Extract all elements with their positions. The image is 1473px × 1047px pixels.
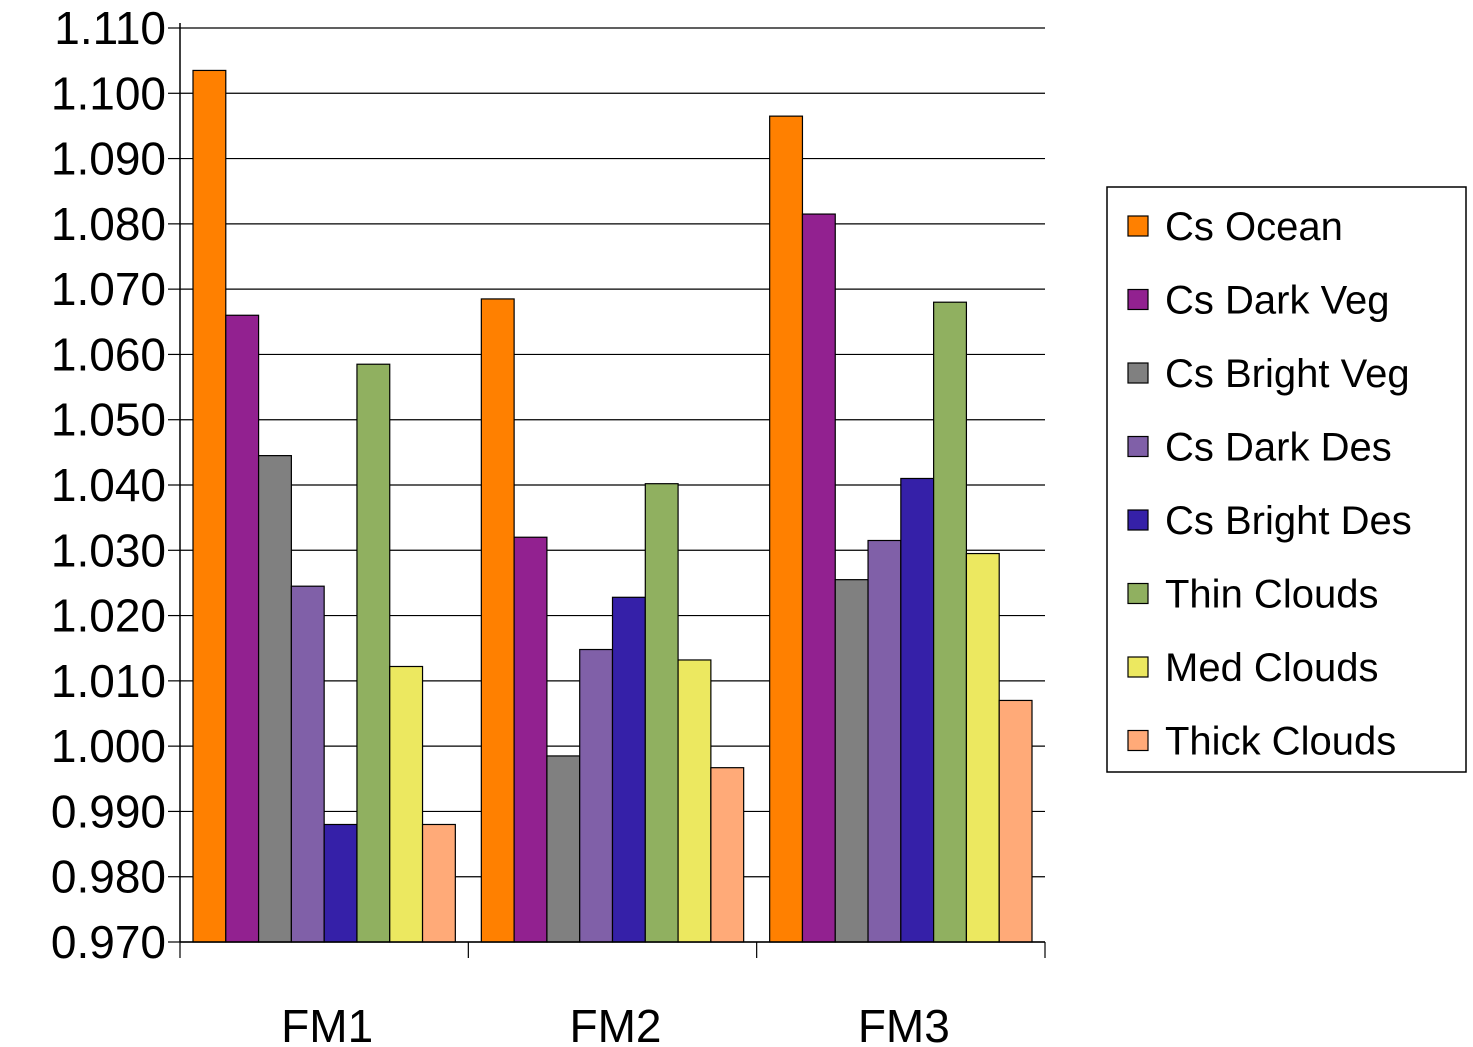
bar-fm3-thick-clouds xyxy=(998,699,1033,943)
legend-item: Thin Clouds xyxy=(1127,573,1378,617)
y-tick-label: 1.110 xyxy=(54,2,166,54)
legend-swatch xyxy=(1127,509,1149,531)
bar-fm2-cs-bright-veg xyxy=(546,755,581,943)
legend: Cs Ocean Cs Dark Veg Cs Bright Veg Cs Dark … xyxy=(1106,186,1467,773)
bar-fm2-thick-clouds xyxy=(710,767,745,943)
y-tick-label: 0.970 xyxy=(51,916,166,968)
bar-fm3-cs-bright-veg xyxy=(834,579,869,943)
bar-fm2-cs-ocean xyxy=(480,298,515,943)
bar-fm1-thick-clouds xyxy=(421,823,456,943)
axes xyxy=(168,23,1046,958)
legend-item: Cs Dark Des xyxy=(1127,426,1392,470)
legend-item: Cs Ocean xyxy=(1127,205,1343,249)
legend-swatch xyxy=(1127,215,1149,237)
x-category-label: FM1 xyxy=(281,1000,373,1047)
bar-fm1-med-clouds xyxy=(389,665,424,943)
legend-label: Thick Clouds xyxy=(1165,720,1396,764)
x-category-labels: FM1 FM2 FM3 xyxy=(281,1000,950,1047)
legend-swatch xyxy=(1127,582,1149,605)
legend-box xyxy=(1106,186,1467,773)
legend-label: Cs Bright Des xyxy=(1165,499,1412,543)
bar-fm1-cs-bright-des xyxy=(323,823,358,943)
bar-fm3-cs-dark-des xyxy=(867,539,902,943)
y-tick-label: 1.000 xyxy=(51,720,166,772)
bars xyxy=(192,69,1033,943)
legend-swatch xyxy=(1127,288,1149,311)
legend-item: Cs Bright Des xyxy=(1127,499,1412,543)
bar-fm2-cs-dark-veg xyxy=(513,536,548,943)
legend-item: Med Clouds xyxy=(1127,646,1378,690)
bar-fm1-cs-ocean xyxy=(192,69,227,943)
bar-fm2-cs-bright-des xyxy=(611,596,646,943)
legend-label: Thin Clouds xyxy=(1165,573,1378,617)
y-tick-label: 0.990 xyxy=(51,785,166,837)
x-category-label: FM2 xyxy=(570,1000,662,1047)
y-tick-label: 1.020 xyxy=(51,590,166,642)
legend-label: Cs Dark Des xyxy=(1165,426,1392,470)
y-tick-label: 1.100 xyxy=(51,67,166,119)
y-tick-label: 1.010 xyxy=(51,655,166,707)
bar-fm2-cs-dark-des xyxy=(579,648,614,943)
bar-fm1-cs-dark-veg xyxy=(225,314,260,943)
legend-swatch xyxy=(1127,435,1149,458)
legend-item: Cs Dark Veg xyxy=(1127,279,1390,323)
legend-label: Med Clouds xyxy=(1165,646,1378,690)
bar-fm3-cs-bright-des xyxy=(900,477,935,943)
legend-item: Thick Clouds xyxy=(1127,720,1396,764)
bar-fm3-cs-dark-veg xyxy=(801,213,836,943)
legend-swatch xyxy=(1127,729,1149,752)
bar-fm2-med-clouds xyxy=(677,659,712,943)
y-tick-label: 1.050 xyxy=(51,394,166,446)
y-tick-labels: 0.970 0.980 0.990 1.000 1.010 1.020 1.030 1.040… xyxy=(51,2,166,968)
y-tick-label: 1.080 xyxy=(51,198,166,250)
legend-label: Cs Dark Veg xyxy=(1165,279,1390,323)
legend-label: Cs Ocean xyxy=(1165,205,1343,249)
legend-swatch xyxy=(1127,362,1149,384)
bar-fm1-cs-bright-veg xyxy=(257,455,292,943)
bar-fm3-thin-clouds xyxy=(933,301,968,943)
bar-fm3-cs-ocean xyxy=(769,115,804,943)
bar-fm1-thin-clouds xyxy=(356,363,391,943)
y-tick-label: 1.090 xyxy=(51,133,166,185)
legend-item: Cs Bright Veg xyxy=(1127,352,1410,396)
legend-swatch xyxy=(1127,656,1149,678)
y-tick-label: 1.030 xyxy=(51,524,166,576)
y-tick-label: 1.060 xyxy=(51,328,166,380)
bar-fm3-med-clouds xyxy=(965,552,1000,943)
legend-label: Cs Bright Veg xyxy=(1165,352,1410,396)
bar-fm1-cs-dark-des xyxy=(290,585,325,943)
y-tick-label: 1.040 xyxy=(51,459,166,511)
x-category-label: FM3 xyxy=(858,1000,950,1047)
y-tick-label: 1.070 xyxy=(51,263,166,315)
y-tick-label: 0.980 xyxy=(51,851,166,903)
bar-fm2-thin-clouds xyxy=(644,483,679,943)
